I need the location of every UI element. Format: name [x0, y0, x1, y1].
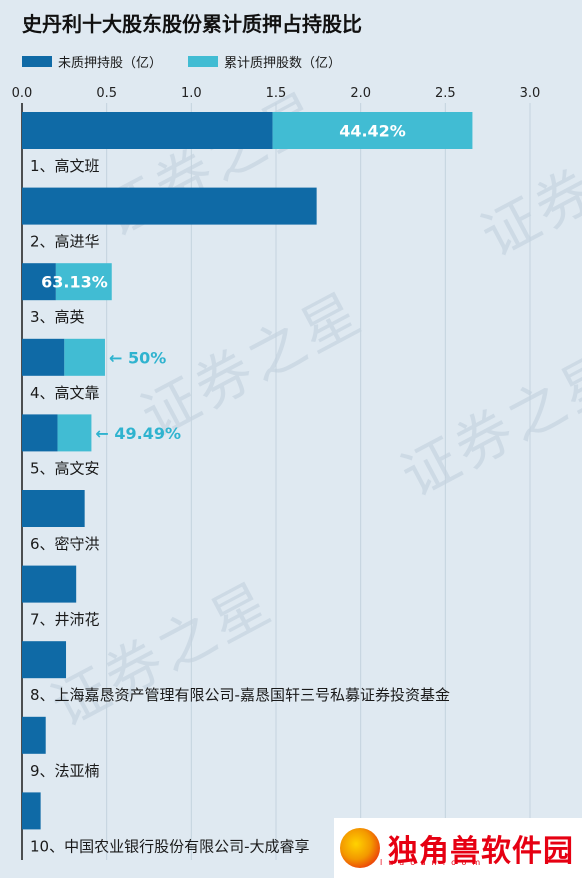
category-label: 4、高文靠	[30, 384, 100, 402]
bar-pledged	[57, 414, 92, 452]
x-tick-label: 0.5	[96, 86, 117, 101]
x-tick-label: 1.5	[266, 86, 287, 101]
legend-item-pledged: 累计质押股数（亿）	[188, 52, 341, 71]
logo-subtext: luacan.com	[380, 858, 487, 867]
data-label: 63.13%	[41, 273, 108, 292]
unicorn-logo-icon	[340, 828, 380, 868]
legend-label-pledged: 累计质押股数（亿）	[224, 56, 342, 71]
bar-unpledged	[22, 565, 77, 603]
bar-unpledged	[22, 414, 58, 452]
bar-unpledged	[22, 716, 46, 754]
category-label: 10、中国农业银行股份有限公司-大成睿享	[30, 837, 310, 855]
bar-unpledged	[22, 112, 273, 149]
bar-unpledged	[22, 792, 41, 830]
x-tick-label: 2.5	[435, 86, 456, 101]
bar-unpledged	[22, 490, 85, 527]
site-logo: 独角兽软件园	[334, 818, 582, 878]
legend: 未质押持股（亿） 累计质押股数（亿）	[22, 52, 341, 71]
legend-swatch-pledged	[188, 56, 219, 67]
data-label: ← 50%	[109, 348, 166, 367]
category-label: 1、高文班	[30, 157, 100, 175]
bar-unpledged	[22, 338, 65, 376]
category-label: 9、法亚楠	[30, 762, 100, 780]
bar-pledged	[55, 263, 112, 301]
data-label: ← 49.49%	[95, 424, 181, 443]
legend-swatch-unpledged	[22, 56, 52, 67]
legend-item-unpledged: 未质押持股（亿）	[22, 52, 162, 71]
category-label: 3、高英	[30, 308, 85, 326]
category-label: 8、上海嘉恳资产管理有限公司-嘉恳国轩三号私募证券投资基金	[30, 686, 450, 704]
chart-title: 史丹利十大股东股份累计质押占持股比	[22, 12, 362, 36]
data-label: 44.42%	[339, 122, 406, 141]
bar-unpledged	[22, 263, 56, 301]
category-label: 2、高进华	[30, 233, 100, 251]
bar-pledged	[272, 112, 473, 149]
x-tick-label: 1.0	[181, 86, 202, 101]
bar-pledged	[64, 338, 105, 376]
legend-label-unpledged: 未质押持股（亿）	[58, 56, 163, 71]
x-tick-label: 2.0	[350, 86, 371, 101]
bar-unpledged	[22, 187, 317, 225]
bar-unpledged	[22, 641, 67, 679]
category-label: 7、井沛花	[30, 611, 100, 629]
x-tick-label: 0.0	[12, 86, 33, 101]
x-tick-label: 3.0	[520, 86, 541, 101]
category-label: 6、密守洪	[30, 535, 100, 553]
category-label: 5、高文安	[30, 459, 100, 477]
logo-text: 独角兽软件园	[388, 834, 574, 869]
